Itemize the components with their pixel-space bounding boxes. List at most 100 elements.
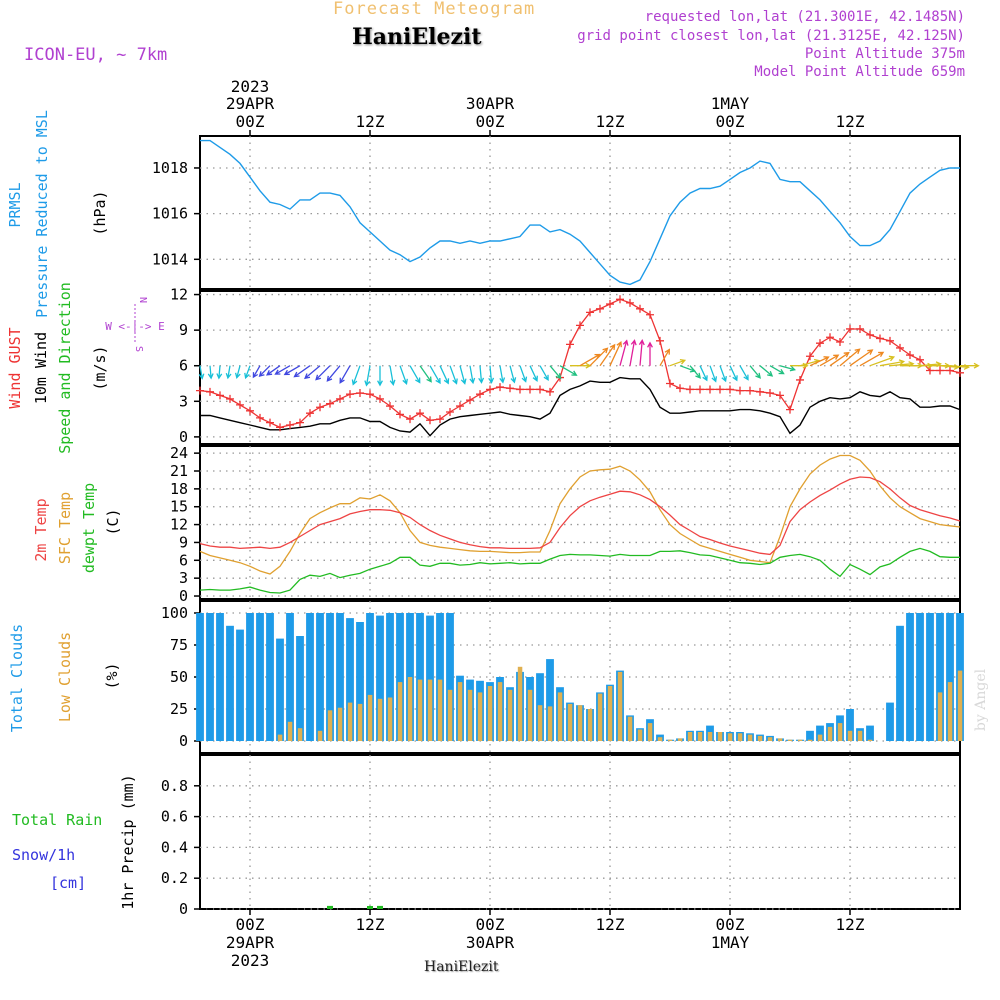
- temp-label-dewpt: dewpt Temp: [80, 483, 98, 573]
- point-altitude: Point Altitude 375m: [804, 46, 965, 62]
- low-clouds-bar: [287, 721, 293, 741]
- wind-gust-point: [396, 410, 404, 419]
- pressure-panel-frame: [199, 135, 961, 290]
- low-clouds-bar: [827, 726, 833, 741]
- wind-gust-point: [726, 385, 734, 394]
- total-clouds-bar: [926, 613, 934, 741]
- wind-arrow: [207, 365, 214, 380]
- low-clouds-bar: [727, 733, 733, 741]
- top-axis-date-label: 1MAY: [711, 94, 750, 113]
- wind-arrow: [315, 365, 331, 381]
- low-clouds-bar: [677, 738, 683, 741]
- wind-arrow: [469, 365, 476, 385]
- total-clouds-bar: [216, 613, 224, 741]
- precip-ytick-label: 0.8: [161, 777, 188, 795]
- wind-arrow: [939, 364, 960, 370]
- bottom-axis-hour-label: 12Z: [596, 915, 625, 934]
- wind-arrow: [659, 348, 670, 367]
- wind-arrow: [879, 359, 906, 367]
- low-clouds-bar: [447, 689, 453, 741]
- wind-gust-point: [346, 390, 354, 399]
- wind-gust-point: [936, 366, 944, 375]
- compass-north: N: [137, 297, 148, 303]
- wind-gust-point: [866, 330, 874, 339]
- total-clouds-bar: [236, 629, 244, 741]
- wind-arrow: [839, 348, 861, 367]
- total-clouds-bar: [916, 613, 924, 741]
- total-clouds-bar: [896, 625, 904, 741]
- rain-bar: [377, 905, 383, 909]
- pressure-ytick-label: 1018: [152, 159, 188, 177]
- wind-arrow: [499, 365, 506, 384]
- wind-gust-point: [536, 385, 544, 394]
- wind-gust-point: [456, 402, 464, 411]
- wind-arrow: [859, 351, 885, 367]
- wind-arrow: [609, 340, 622, 366]
- total-clouds-bar: [416, 613, 424, 741]
- wind-arrow: [729, 365, 738, 382]
- bottom-axis-date-label: 29APR: [226, 933, 275, 952]
- wind-arrow: [459, 365, 467, 385]
- wind-gust-point: [586, 308, 594, 317]
- low-clouds-bar: [807, 739, 813, 741]
- wind-arrow: [829, 351, 850, 367]
- wind-arrow: [274, 365, 291, 375]
- low-clouds-bar: [487, 686, 493, 741]
- total-clouds-bar: [286, 613, 294, 741]
- wind-gust-point: [286, 421, 294, 430]
- wind-gust-point: [716, 385, 724, 394]
- wind-arrow: [699, 365, 708, 382]
- wind-gust-point: [366, 390, 374, 399]
- wind-10m-series-line: [200, 376, 961, 437]
- wind-gust-point: [566, 340, 574, 349]
- wind-gust-point: [296, 418, 304, 427]
- wind-gust-point: [636, 304, 644, 313]
- low-clouds-bar: [747, 734, 753, 741]
- wind-gust-point: [466, 396, 474, 405]
- grid-layer: 1014101610180369120369121518212402550751…: [152, 135, 961, 918]
- wind-gust-point: [896, 343, 904, 352]
- total-clouds-bar: [256, 613, 264, 741]
- wind-gust-point: [276, 423, 284, 432]
- total-clouds-bar: [396, 613, 404, 741]
- wind-gust-point: [696, 385, 704, 394]
- wind-ytick-label: 12: [170, 286, 188, 304]
- temp-dewpt-series-line: [199, 547, 960, 594]
- total-clouds-bar: [346, 618, 354, 741]
- wind-arrow: [258, 365, 271, 378]
- temperature-ytick-label: 3: [179, 569, 188, 587]
- top-axis-year: 2023: [231, 77, 270, 96]
- wind-gust-point: [606, 300, 614, 309]
- temp-label-unit: (C): [104, 508, 122, 535]
- requested-coords: requested lon,lat (21.3001E, 42.1485N): [644, 9, 965, 25]
- pressure-ytick-label: 1014: [152, 250, 188, 268]
- wind-arrow: [529, 365, 538, 382]
- low-clouds-bar: [647, 723, 653, 741]
- temperature-ytick-label: 15: [170, 498, 188, 516]
- top-axis-hour-label: 00Z: [716, 112, 745, 131]
- rain-bar: [327, 905, 333, 909]
- wind-arrow: [439, 365, 450, 385]
- low-clouds-bar: [767, 737, 773, 741]
- low-clouds-bar: [687, 732, 693, 741]
- low-clouds-bar: [587, 709, 593, 741]
- low-clouds-bar: [327, 710, 333, 741]
- top-axis-date-label: 30APR: [466, 94, 515, 113]
- wind-gust-point: [676, 384, 684, 393]
- low-clouds-bar: [937, 692, 943, 741]
- total-clouds-bar: [366, 613, 374, 741]
- clouds-label-total: Total Clouds: [8, 624, 26, 732]
- total-clouds-bar: [246, 613, 254, 741]
- wind-arrow: [234, 365, 241, 380]
- wind-arrow: [283, 365, 301, 376]
- compass-south: S: [133, 346, 144, 352]
- top-axis-date-label: 29APR: [226, 94, 275, 113]
- bottom-axis-hour-label: 00Z: [236, 915, 265, 934]
- clouds-ytick-label: 0: [179, 732, 188, 750]
- temperature-ytick-label: 21: [170, 462, 188, 480]
- wind-arrow: [769, 365, 785, 375]
- clouds-ytick-label: 100: [161, 604, 188, 622]
- low-clouds-bar: [817, 734, 823, 741]
- wind-gust-point: [706, 385, 714, 394]
